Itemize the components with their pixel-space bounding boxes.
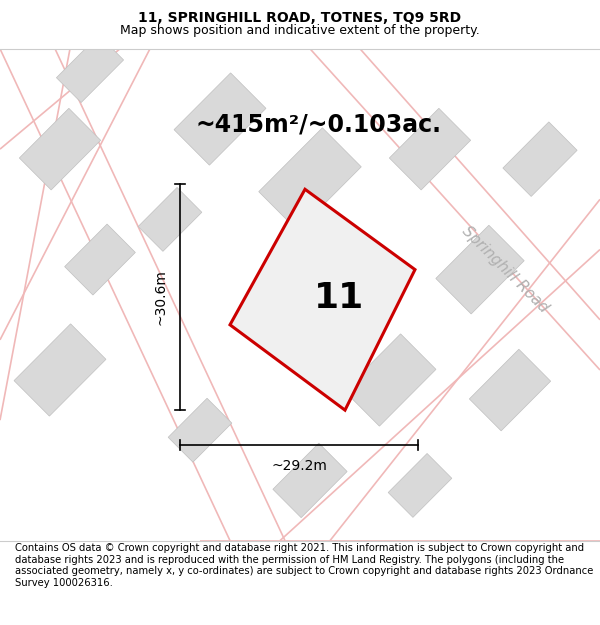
Polygon shape [19,108,101,190]
Polygon shape [259,127,361,231]
Polygon shape [388,454,452,518]
Polygon shape [138,188,202,251]
Text: Springhill Road: Springhill Road [459,224,551,316]
Polygon shape [344,334,436,426]
Polygon shape [503,122,577,196]
Polygon shape [168,398,232,462]
Text: ~29.2m: ~29.2m [271,459,327,473]
Polygon shape [273,443,347,518]
Polygon shape [389,108,470,190]
Text: ~415m²/~0.103ac.: ~415m²/~0.103ac. [195,112,441,136]
Text: Map shows position and indicative extent of the property.: Map shows position and indicative extent… [120,24,480,36]
Polygon shape [174,73,266,165]
Text: 11, SPRINGHILL ROAD, TOTNES, TQ9 5RD: 11, SPRINGHILL ROAD, TOTNES, TQ9 5RD [139,11,461,25]
Text: ~30.6m: ~30.6m [154,269,168,325]
Polygon shape [436,225,524,314]
Polygon shape [469,349,551,431]
Text: Contains OS data © Crown copyright and database right 2021. This information is : Contains OS data © Crown copyright and d… [15,543,593,588]
Polygon shape [56,35,124,103]
Polygon shape [14,324,106,416]
Polygon shape [230,189,415,410]
Text: 11: 11 [314,281,364,316]
Polygon shape [65,224,136,295]
